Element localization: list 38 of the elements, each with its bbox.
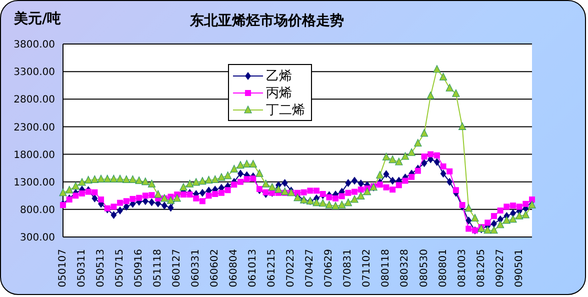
x-tick-label: 080328 [400,249,411,288]
x-tick-label: 070427 [304,249,316,288]
x-tick-label: 070831 [342,249,354,288]
x-tick-label: 061013 [248,249,259,288]
y-tick-label: 2800.00 [14,94,55,106]
y-tick-label: 1800.00 [14,150,55,161]
y-tick-label: 3300.00 [14,67,55,78]
y-tick-label: 3800.00 [14,40,55,51]
chart-title: 东北亚烯烃市场价格走势 [190,12,344,30]
x-tick-label: 060804 [228,249,240,288]
x-tick-label: 070629 [324,249,335,288]
x-tick-label: 061215 [266,249,278,288]
x-tick-label: 050513 [96,249,107,288]
y-tick-label: 800.00 [20,204,55,216]
x-tick-label: 050715 [114,249,126,288]
legend-label: 丁二烯 [266,102,305,118]
x-tick-label: 071102 [362,249,373,288]
x-tick-label: 060127 [172,249,183,288]
x-tick-label: 070223 [286,249,297,288]
x-tick-label: 080530 [418,249,430,288]
y-tick-label: 1300.00 [14,177,55,188]
x-tick-label: 050311 [76,249,88,288]
x-tick-label: 060602 [210,249,221,288]
y-tick-label: 300.00 [20,232,55,244]
x-tick-label: 090227 [494,249,506,288]
x-tick-label: 050916 [134,249,145,288]
x-tick-label: 080118 [380,249,392,288]
x-tick-label: 051118 [152,249,164,288]
x-tick-label: 050107 [58,249,68,288]
y-tick-label: 2300.00 [14,122,55,134]
x-tick-label: 081003 [456,249,468,288]
legend-label: 丙烯 [266,84,292,102]
x-tick-label: 080801 [438,249,449,288]
x-tick-label: 060331 [190,249,202,288]
legend-label: 乙烯 [266,68,292,84]
x-tick-label: 081205 [476,249,487,288]
y-axis-title: 美元/吨 [14,10,62,28]
x-tick-label: 090501 [514,249,525,288]
